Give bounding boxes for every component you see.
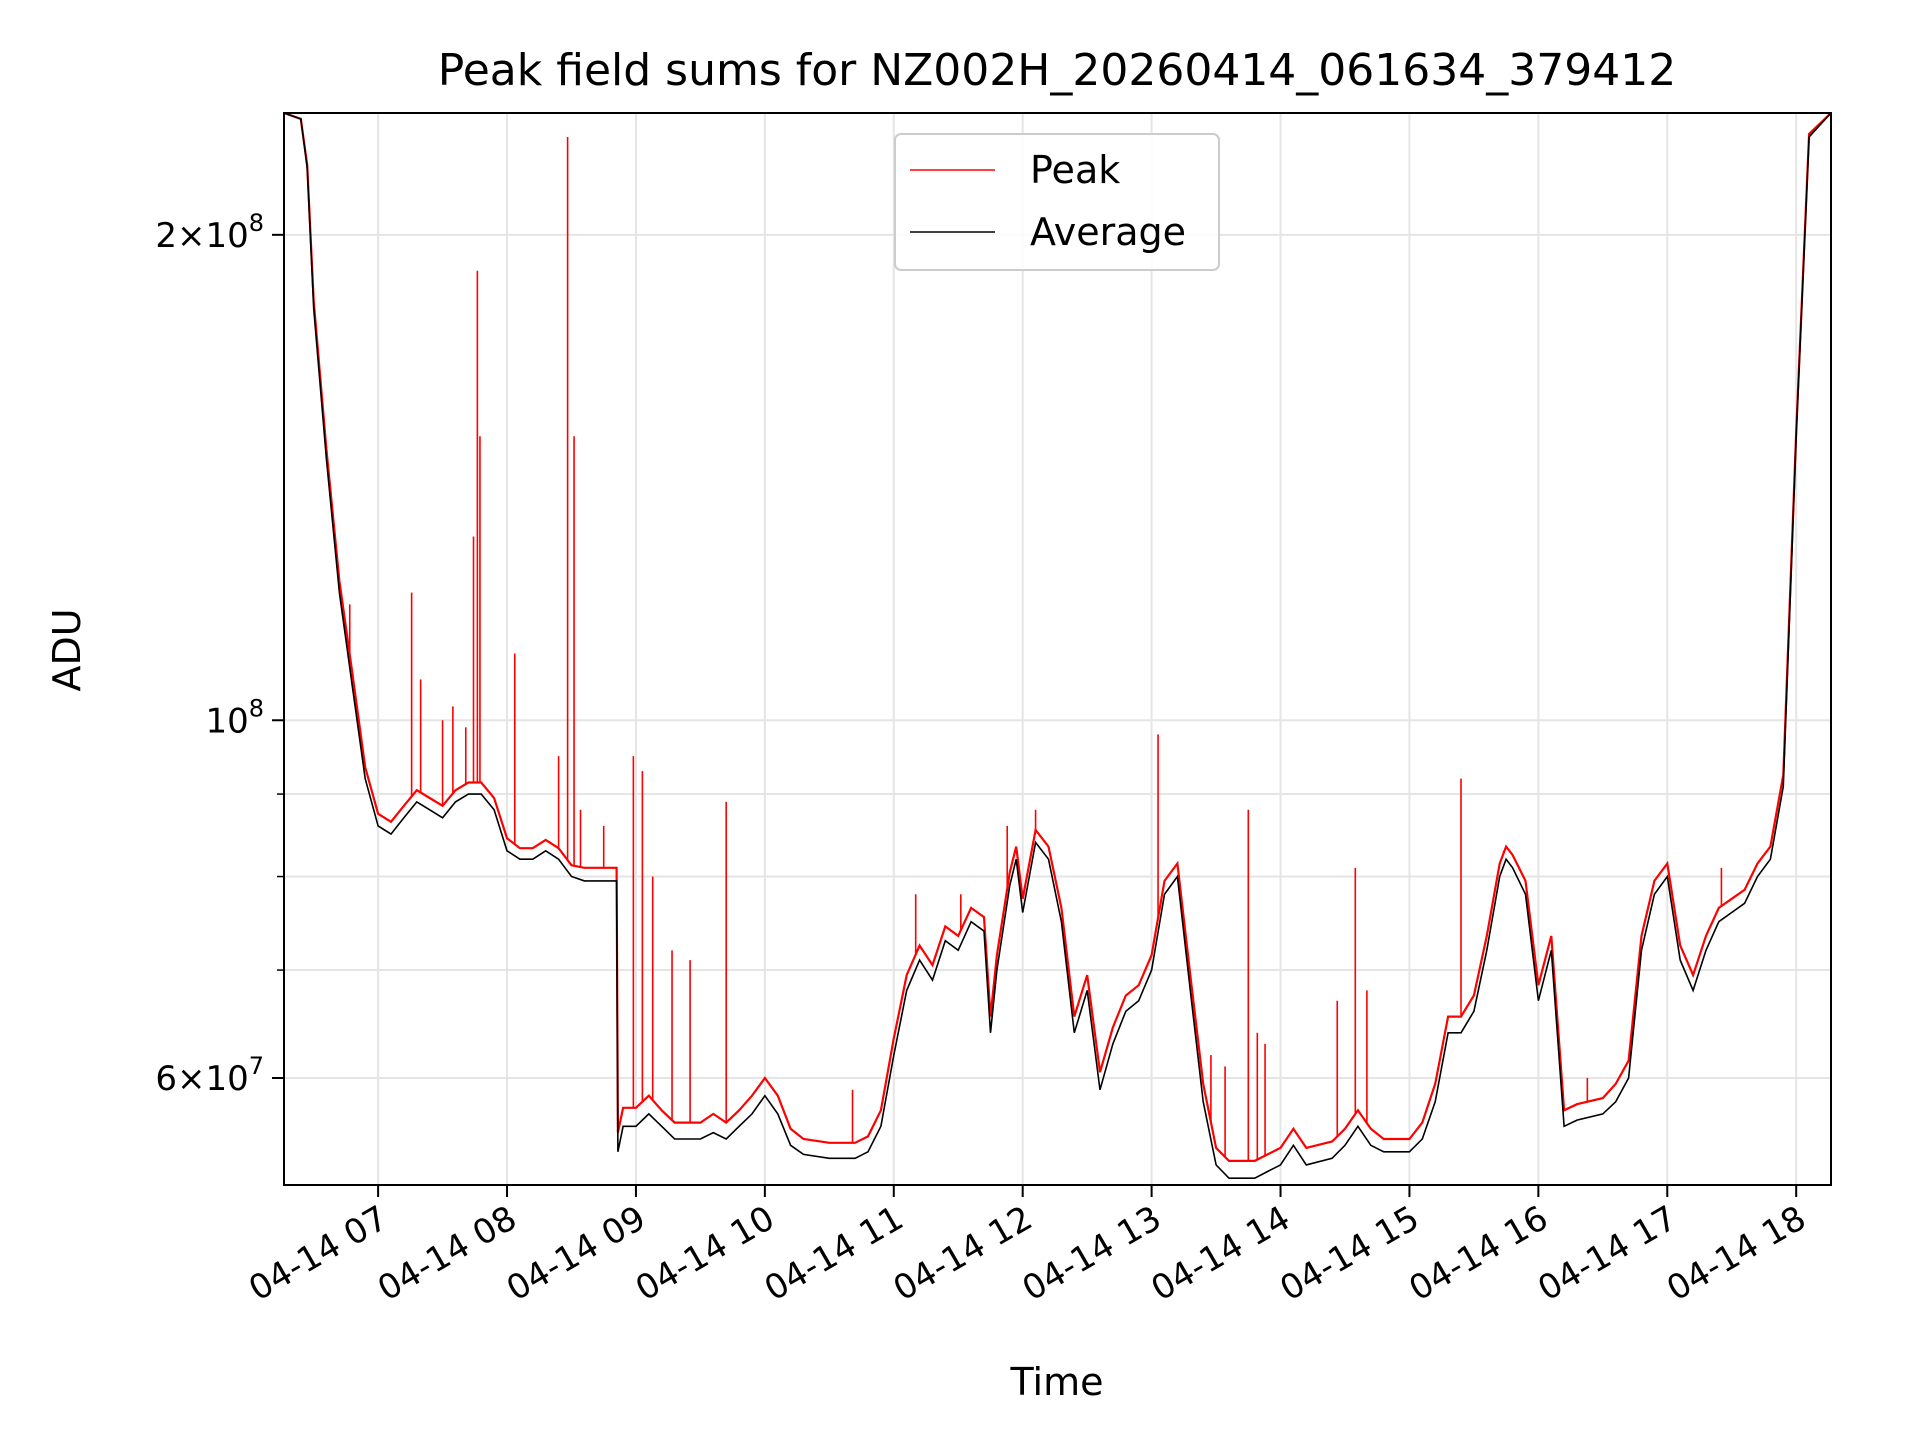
- legend-peak-label: Peak: [1030, 148, 1120, 192]
- y-tick-label: 2×108: [155, 209, 264, 256]
- gridlines: [284, 113, 1831, 1185]
- series-line-average: [284, 113, 1831, 1179]
- x-axis-label: Time: [1010, 1360, 1104, 1404]
- plot-frame: [283, 112, 1832, 1186]
- chart-title: Peak field sums for NZ002H_20260414_0616…: [438, 45, 1676, 96]
- y-tick-label: 6×107: [155, 1052, 264, 1099]
- y-axis-label: ADU: [45, 608, 89, 691]
- y-axis-ticks: 6×107 108 2×108: [155, 209, 284, 1099]
- legend-average-label: Average: [1030, 210, 1186, 254]
- plot-series: [284, 113, 1831, 1179]
- y-tick-label: 108: [205, 694, 264, 741]
- legend-box: [894, 133, 1220, 271]
- series-line-peak: [284, 113, 1831, 1163]
- legend: Peak Average: [894, 133, 1220, 271]
